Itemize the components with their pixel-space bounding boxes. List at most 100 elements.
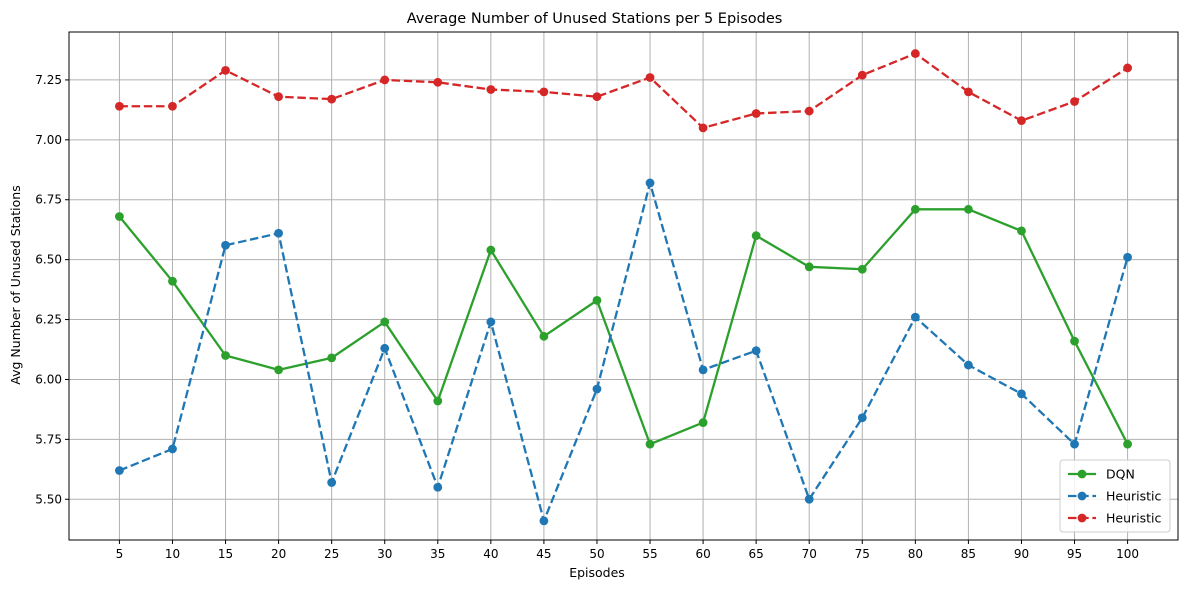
data-point [910, 49, 920, 58]
y-axis-label: Avg Number of Unused Stations [8, 185, 23, 384]
data-point [751, 231, 761, 241]
x-tick-label: 10 [165, 547, 180, 561]
data-point [486, 85, 496, 94]
data-point [221, 65, 230, 75]
data-point [168, 101, 177, 111]
x-axis-ticks: 5 10 15 20 25 30 35 40 45 50 55 60 65 70 75 80 85 90 95 100 [116, 540, 1139, 561]
data-point [539, 331, 549, 341]
legend-entry: Heuristic [1068, 511, 1162, 526]
data-point [910, 204, 920, 214]
data-point [592, 295, 602, 305]
series-2 [115, 49, 1132, 133]
legend-entry: DQN [1068, 467, 1135, 482]
x-tick-label: 80 [908, 547, 923, 561]
data-point [1070, 97, 1079, 106]
data-point [380, 343, 390, 353]
data-point [221, 240, 230, 250]
data-point [274, 92, 283, 102]
x-tick-label: 75 [855, 547, 870, 561]
data-point [698, 365, 708, 375]
x-tick-label: 20 [271, 547, 286, 561]
plot-frame [68, 31, 1179, 541]
data-point [910, 312, 920, 322]
data-point [486, 317, 496, 327]
x-tick-label: 5 [116, 547, 124, 561]
y-tick-label: 7.25 [35, 73, 62, 87]
data-point [274, 228, 283, 238]
y-tick-label: 6.25 [35, 313, 62, 327]
data-point [804, 262, 814, 272]
data-point [751, 346, 761, 356]
x-tick-label: 30 [377, 547, 392, 561]
data-point [115, 212, 124, 221]
legend-marker [1077, 513, 1087, 523]
x-tick-label: 15 [218, 547, 233, 561]
y-tick-label: 5.75 [35, 432, 62, 446]
data-point [327, 94, 337, 104]
x-tick-label: 60 [695, 547, 710, 561]
data-point [1123, 63, 1132, 73]
legend-label: Heuristic [1106, 511, 1162, 526]
data-point [1123, 439, 1132, 449]
data-point [1017, 226, 1026, 236]
data-point [1123, 252, 1132, 262]
data-point [433, 77, 443, 87]
data-point [115, 101, 124, 111]
data-point [168, 276, 177, 286]
x-tick-label: 95 [1067, 547, 1082, 561]
x-tick-label: 85 [961, 547, 976, 561]
legend-box [1059, 459, 1171, 533]
legend-label: Heuristic [1106, 489, 1162, 504]
y-tick-label: 5.50 [35, 492, 62, 506]
x-tick-label: 70 [802, 547, 817, 561]
data-point [592, 384, 602, 394]
legend: DQN Heuristic Heuristic [1059, 459, 1171, 533]
data-point [804, 494, 814, 504]
data-point [380, 317, 390, 327]
data-point [857, 413, 867, 423]
legend-marker [1077, 469, 1087, 479]
series-0 [115, 204, 1132, 449]
data-point [1017, 389, 1026, 399]
data-point [592, 92, 602, 102]
data-point [168, 444, 177, 454]
data-point [327, 353, 337, 363]
x-tick-label: 55 [642, 547, 657, 561]
data-point [964, 360, 973, 370]
legend-entry: Heuristic [1068, 489, 1162, 504]
data-point [698, 418, 708, 427]
data-point [964, 204, 973, 214]
x-tick-label: 35 [430, 547, 445, 561]
data-point [539, 87, 549, 97]
data-point [645, 178, 655, 188]
series-line [119, 52, 1129, 129]
grid-lines [69, 32, 1178, 540]
data-point [539, 516, 549, 526]
chart-title: Average Number of Unused Stations per 5 … [407, 11, 783, 27]
data-point [1070, 336, 1079, 346]
series-1 [115, 178, 1132, 526]
data-point [645, 73, 655, 82]
data-point [751, 109, 761, 118]
data-point [486, 245, 496, 255]
data-point [804, 106, 814, 116]
data-point [327, 478, 337, 487]
x-tick-label: 90 [1014, 547, 1029, 561]
data-point [1070, 439, 1079, 449]
data-point [645, 439, 655, 449]
data-point [274, 365, 283, 375]
x-tick-label: 40 [483, 547, 498, 561]
data-point [964, 87, 973, 97]
x-tick-label: 100 [1116, 547, 1139, 561]
data-point [380, 75, 390, 85]
data-point [857, 264, 867, 274]
x-tick-label: 50 [589, 547, 604, 561]
y-axis-ticks: 5.50 5.75 6.00 6.25 6.50 6.75 7.00 7.25 [35, 73, 69, 506]
series-line [118, 181, 1129, 522]
x-axis-label: Episodes [569, 565, 625, 580]
x-tick-label: 25 [324, 547, 339, 561]
x-tick-label: 45 [536, 547, 551, 561]
data-point [433, 482, 443, 492]
legend-label: DQN [1106, 467, 1135, 482]
